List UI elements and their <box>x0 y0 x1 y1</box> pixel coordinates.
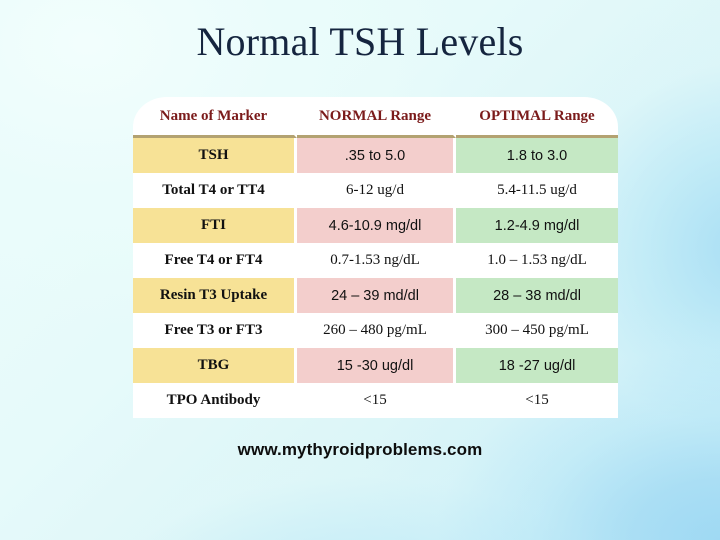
cell-optimal: 28 – 38 md/dl <box>456 278 618 313</box>
cell-normal: 4.6-10.9 mg/dl <box>297 208 456 243</box>
table-row: FTI 4.6-10.9 mg/dl 1.2-4.9 mg/dl <box>133 208 618 243</box>
cell-marker: Free T3 or FT3 <box>133 313 297 348</box>
table-row: TPO Antibody <15 <15 <box>133 383 618 418</box>
footer-website-url: www.mythyroidproblems.com <box>237 440 483 459</box>
cell-optimal: 1.8 to 3.0 <box>456 138 618 173</box>
cell-normal: <15 <box>297 383 456 418</box>
cell-marker: FTI <box>133 208 297 243</box>
cell-marker: TSH <box>133 138 297 173</box>
cell-marker: Resin T3 Uptake <box>133 278 297 313</box>
cell-marker: TPO Antibody <box>133 383 297 418</box>
cell-marker: Total T4 or TT4 <box>133 173 297 208</box>
table-row: Resin T3 Uptake 24 – 39 md/dl 28 – 38 md/d… <box>133 278 618 313</box>
column-header-normal: NORMAL Range <box>297 97 456 138</box>
cell-normal: 260 – 480 pg/mL <box>297 313 456 348</box>
table-row: Free T4 or FT4 0.7-1.53 ng/dL 1.0 – 1.53 n… <box>133 243 618 278</box>
cell-optimal: <15 <box>456 383 618 418</box>
cell-optimal: 1.0 – 1.53 ng/dL <box>456 243 618 278</box>
cell-optimal: 5.4-11.5 ug/d <box>456 173 618 208</box>
page-title: Normal TSH Levels <box>196 19 524 64</box>
cell-marker: Free T4 or FT4 <box>133 243 297 278</box>
cell-normal: 24 – 39 md/dl <box>297 278 456 313</box>
table-row: TBG 15 -30 ug/dl 18 -27 ug/dl <box>133 348 618 383</box>
table-row: Total T4 or TT4 6-12 ug/d 5.4-11.5 ug/d <box>133 173 618 208</box>
table-header-row: Name of Marker NORMAL Range OPTIMAL Rang… <box>133 97 618 138</box>
tsh-levels-table-container: Name of Marker NORMAL Range OPTIMAL Rang… <box>133 97 618 418</box>
cell-normal: 0.7-1.53 ng/dL <box>297 243 456 278</box>
column-header-marker: Name of Marker <box>133 97 297 138</box>
cell-optimal: 1.2-4.9 mg/dl <box>456 208 618 243</box>
cell-normal: .35 to 5.0 <box>297 138 456 173</box>
cell-marker: TBG <box>133 348 297 383</box>
table-row: TSH .35 to 5.0 1.8 to 3.0 <box>133 138 618 173</box>
column-header-optimal: OPTIMAL Range <box>456 97 618 138</box>
cell-normal: 6-12 ug/d <box>297 173 456 208</box>
table-header: Name of Marker NORMAL Range OPTIMAL Rang… <box>133 97 618 138</box>
table-body: TSH .35 to 5.0 1.8 to 3.0 Total T4 or TT4 6-… <box>133 138 618 418</box>
cell-optimal: 300 – 450 pg/mL <box>456 313 618 348</box>
cell-normal: 15 -30 ug/dl <box>297 348 456 383</box>
tsh-levels-table: Name of Marker NORMAL Range OPTIMAL Rang… <box>133 97 618 418</box>
table-row: Free T3 or FT3 260 – 480 pg/mL 300 – 450 p… <box>133 313 618 348</box>
cell-optimal: 18 -27 ug/dl <box>456 348 618 383</box>
